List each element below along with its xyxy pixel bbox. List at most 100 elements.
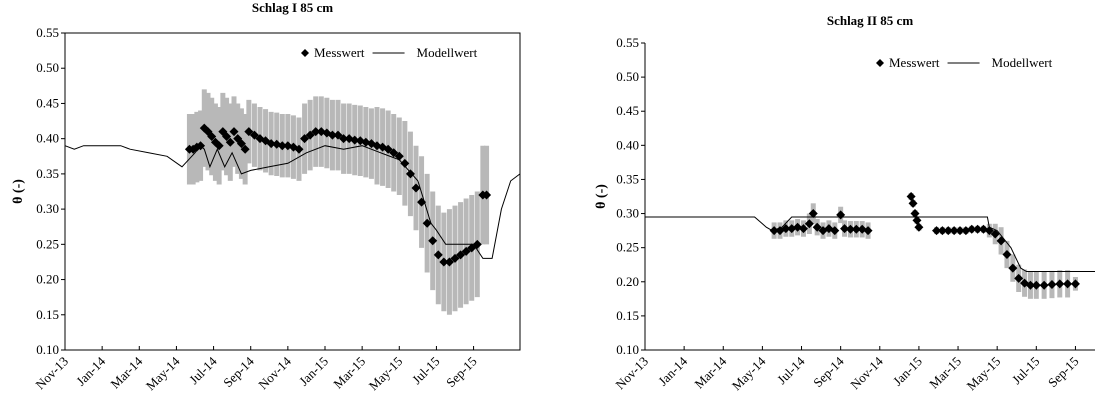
data-point xyxy=(327,130,337,140)
y-tick-label: 0.15 xyxy=(616,308,639,323)
data-point xyxy=(422,218,432,228)
data-point xyxy=(225,137,235,147)
data-point xyxy=(400,158,410,168)
data-point xyxy=(961,226,971,236)
data-point xyxy=(793,222,803,232)
data-point xyxy=(1014,273,1024,283)
data-point xyxy=(836,210,846,220)
data-point xyxy=(840,224,850,234)
y-tick-label: 0.10 xyxy=(616,342,639,357)
x-tick-label: May-15 xyxy=(964,354,1004,394)
y-tick-label: 0.35 xyxy=(616,171,639,186)
data-point xyxy=(294,144,304,154)
legend-label: Messwert xyxy=(889,55,940,70)
data-point xyxy=(937,226,947,236)
y-axis-label: θ (-) xyxy=(11,179,26,204)
data-point xyxy=(389,148,399,158)
y-tick-label: 0.10 xyxy=(36,342,59,357)
data-point xyxy=(769,226,779,236)
data-point xyxy=(798,224,808,234)
data-point xyxy=(990,229,1000,239)
x-tick-label: Sep-14 xyxy=(810,353,847,390)
data-point xyxy=(781,224,791,234)
data-point xyxy=(912,215,922,225)
data-point xyxy=(857,224,867,234)
data-point xyxy=(978,224,988,234)
x-tick-label: Mar-14 xyxy=(691,353,729,391)
data-point xyxy=(996,236,1006,246)
model-line xyxy=(645,216,1095,272)
chart-title: Schlag I 85 cm xyxy=(252,0,333,15)
data-point xyxy=(1047,280,1057,290)
data-point xyxy=(1031,280,1041,290)
legend-label: Messwert xyxy=(314,45,365,60)
data-point xyxy=(1025,280,1035,290)
x-tick-label: May-14 xyxy=(729,353,769,393)
data-point xyxy=(450,253,460,263)
x-tick-label: Nov-13 xyxy=(612,354,651,393)
y-tick-label: 0.20 xyxy=(616,274,639,289)
data-point xyxy=(949,226,959,236)
y-axis-label: θ (-) xyxy=(594,184,609,209)
data-point xyxy=(808,209,818,219)
data-point xyxy=(428,236,438,246)
plot-frame xyxy=(64,32,521,351)
y-tick-label: 0.25 xyxy=(36,236,59,251)
data-point xyxy=(411,183,421,193)
y-tick-label: 0.55 xyxy=(36,25,59,40)
x-tick-label: Jul-14 xyxy=(774,353,808,387)
legend-label: Modellwert xyxy=(992,55,1053,70)
data-point xyxy=(222,132,232,142)
data-point xyxy=(439,257,449,267)
data-point xyxy=(277,141,287,151)
x-tick-label: May-14 xyxy=(143,353,183,393)
data-point xyxy=(1070,279,1080,289)
data-point xyxy=(845,224,855,234)
y-tick-label: 0.30 xyxy=(616,206,639,221)
data-point xyxy=(266,139,276,149)
data-point xyxy=(1063,279,1073,289)
x-tick-label: Mar-14 xyxy=(107,353,145,391)
y-tick-label: 0.50 xyxy=(616,69,639,84)
y-tick-label: 0.15 xyxy=(36,307,59,322)
y-tick-label: 0.20 xyxy=(36,272,59,287)
x-tick-label: Jan-14 xyxy=(73,353,108,388)
data-point xyxy=(908,198,918,208)
x-tick-label: Jul-14 xyxy=(186,353,220,387)
data-point xyxy=(300,134,310,144)
x-tick-label: May-15 xyxy=(366,354,406,394)
x-tick-label: Sep-15 xyxy=(1045,354,1082,391)
data-point xyxy=(214,141,224,151)
x-tick-label: Mar-15 xyxy=(926,354,964,392)
y-tick-label: 0.45 xyxy=(36,95,59,110)
data-point xyxy=(910,209,920,219)
data-point xyxy=(1039,280,1049,290)
legend-label: Modellwert xyxy=(417,45,478,60)
data-point xyxy=(240,144,250,154)
x-tick-label: Nov-13 xyxy=(32,354,71,393)
y-tick-label: 0.30 xyxy=(36,201,59,216)
x-tick-label: Mar-15 xyxy=(330,354,368,392)
data-point xyxy=(1002,249,1012,259)
data-point xyxy=(311,127,321,137)
data-point xyxy=(787,224,797,234)
x-tick-label: Nov-14 xyxy=(255,353,294,392)
data-point xyxy=(955,226,965,236)
data-point xyxy=(812,222,822,232)
data-point xyxy=(236,139,246,149)
data-point xyxy=(967,224,977,234)
data-point xyxy=(973,224,983,234)
data-point xyxy=(906,192,916,201)
y-tick-label: 0.45 xyxy=(616,103,639,118)
x-tick-label: Nov-14 xyxy=(847,353,886,392)
x-tick-label: Jan-15 xyxy=(890,354,925,389)
data-point xyxy=(461,246,471,256)
y-tick-label: 0.55 xyxy=(616,35,639,50)
data-point xyxy=(914,222,924,232)
legend-marker xyxy=(301,49,309,57)
data-point xyxy=(405,169,415,179)
data-point xyxy=(333,130,343,140)
data-point xyxy=(932,226,942,236)
y-tick-label: 0.50 xyxy=(36,60,59,75)
y-tick-label: 0.40 xyxy=(616,137,639,152)
